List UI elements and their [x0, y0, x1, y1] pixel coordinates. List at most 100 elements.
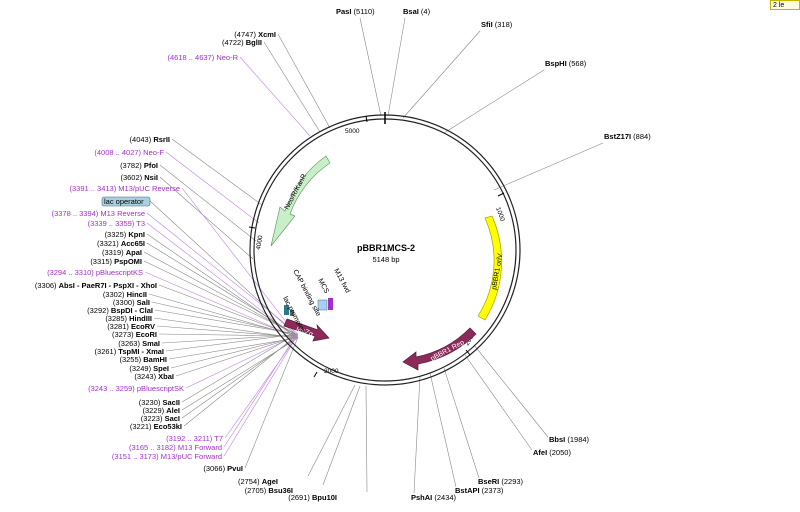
site-pos: (3306)	[35, 281, 59, 290]
svg-text:BseRI (2293): BseRI (2293)	[478, 477, 524, 486]
site-bseri[interactable]: BseRI (2293)	[478, 477, 524, 486]
primer-pbluescriptsk[interactable]: (3243 .. 3259) pBluescriptSK	[88, 384, 184, 393]
tick-marks	[248, 115, 505, 378]
site-pos: (3192 .. 3211)	[166, 434, 214, 443]
site-rsrii[interactable]: (4043) RsrII	[130, 135, 170, 144]
mcs-label: MCS	[316, 278, 330, 295]
site-pos: (4)	[419, 7, 431, 16]
site-name: BstZ17I	[604, 132, 631, 141]
tick-1000: 1000	[494, 206, 506, 222]
site-name: Neo-F	[143, 148, 164, 157]
site-name: SacII	[162, 398, 180, 407]
svg-text:(3243 .. 3259) pBluescriptSK: (3243 .. 3259) pBluescriptSK	[88, 384, 184, 393]
site-pfoi[interactable]: (3782) PfoI	[120, 161, 158, 170]
tick-4000: 4000	[255, 235, 264, 251]
primer-m13-reverse[interactable]: (3378 .. 3394) M13 Reverse	[52, 209, 145, 218]
feature-lac-operator[interactable]: lac operator	[101, 196, 151, 207]
site-bglii[interactable]: (4722) BglII	[222, 38, 262, 47]
site-name: BseRI	[478, 477, 499, 486]
site-saci[interactable]: (3223) SacI	[141, 414, 180, 423]
primer-m13-puc-reverse[interactable]: (3391 .. 3413) M13/pUC Reverse	[70, 184, 181, 193]
site-pasi[interactable]: PasI (5110)	[336, 7, 375, 16]
site-pspomi[interactable]: (3315) PspOMI	[90, 257, 142, 266]
svg-text:(3321) Acc65I: (3321) Acc65I	[97, 239, 145, 248]
svg-text:(3302) HincII: (3302) HincII	[103, 290, 147, 299]
site-acc65i[interactable]: (3321) Acc65I	[97, 239, 145, 248]
site-alei[interactable]: (3229) AleI	[142, 406, 180, 415]
site-spei[interactable]: (3249) SpeI	[129, 364, 169, 373]
site-nsii[interactable]: (3602) NsiI	[120, 173, 158, 182]
site-name: Bsu36I	[268, 486, 293, 495]
svg-text:BbsI (1984): BbsI (1984)	[549, 435, 590, 444]
site-bsu36i[interactable]: (2705) Bsu36I	[245, 486, 293, 495]
primer-t7[interactable]: (3192 .. 3211) T7	[166, 434, 223, 443]
site-pos: (318)	[493, 20, 513, 29]
site-pshai[interactable]: PshAI (2434)	[411, 493, 457, 502]
site-bsphi[interactable]: BspHI (568)	[545, 59, 587, 68]
site-sacii[interactable]: (3230) SacII	[139, 398, 180, 407]
pbbr1-oriv-label: pBBR1 oriV	[491, 253, 504, 291]
site-name: T7	[214, 434, 223, 443]
primer-pbluescriptks[interactable]: (3294 .. 3310) pBluescriptKS	[47, 268, 143, 277]
site-sali[interactable]: (3300) SalI	[113, 298, 150, 307]
primer-neo-f[interactable]: (4008 .. 4027) Neo-F	[94, 148, 164, 157]
site-bstapi[interactable]: BstAPI (2373)	[455, 486, 504, 495]
primer-m13-puc-forward[interactable]: (3151 .. 3173) M13/pUC Forward	[112, 452, 222, 461]
site-xbai[interactable]: (3243) XbaI	[134, 372, 174, 381]
site-tspmi-xmai[interactable]: (3261) TspMI - XmaI	[95, 347, 164, 356]
lacz-alpha-feature[interactable]	[283, 318, 330, 342]
site-pos: (3151 .. 3173)	[112, 452, 161, 461]
site-hindiii[interactable]: (3285) HindIII	[105, 314, 152, 323]
site-sfii[interactable]: SfiI (318)	[481, 20, 513, 29]
svg-text:(3281) EcoRV: (3281) EcoRV	[107, 322, 155, 331]
site-apai[interactable]: (3319) ApaI	[102, 248, 142, 257]
svg-text:(3378 .. 3394) M13 Reverse: (3378 .. 3394) M13 Reverse	[52, 209, 145, 218]
svg-text:(3192 .. 3211) T7: (3192 .. 3211) T7	[166, 434, 223, 443]
site-name: BspDI - ClaI	[111, 306, 153, 315]
svg-text:(3315) PspOMI: (3315) PspOMI	[90, 257, 142, 266]
site-ecori[interactable]: (3273) EcoRI	[112, 330, 157, 339]
site-name: XcmI	[258, 30, 276, 39]
site-pos: (3263)	[118, 339, 142, 348]
pbbr1-oriv-feature[interactable]	[477, 215, 502, 321]
site-hincii[interactable]: (3302) HincII	[103, 290, 147, 299]
m13-fwd-label: M13 fwd	[332, 268, 351, 295]
site-pos: (2293)	[499, 477, 523, 486]
primer-neo-r[interactable]: (4618 .. 4637) Neo-R	[168, 53, 239, 62]
site-bpu10i[interactable]: (2691) Bpu10I	[288, 493, 337, 502]
site-bamhi[interactable]: (3255) BamHI	[119, 355, 167, 364]
site-pvui[interactable]: (3066) PvuI	[203, 464, 243, 473]
site-bstz17i[interactable]: BstZ17I (884)	[604, 132, 651, 141]
site-pos: (3292)	[87, 306, 111, 315]
site-smai[interactable]: (3263) SmaI	[118, 339, 160, 348]
site-name: AleI	[166, 406, 180, 415]
svg-text:(3066) PvuI: (3066) PvuI	[203, 464, 243, 473]
primer-t3[interactable]: (3339 .. 3359) T3	[88, 219, 145, 228]
site-name: BglII	[246, 38, 262, 47]
site-agei[interactable]: (2754) AgeI	[238, 477, 278, 486]
site-bbsi[interactable]: BbsI (1984)	[549, 435, 590, 444]
svg-text:BstAPI (2373): BstAPI (2373)	[455, 486, 504, 495]
site-xcmi[interactable]: (4747) XcmI	[234, 30, 276, 39]
site-pos: (3230)	[139, 398, 163, 407]
svg-text:(3285) HindIII: (3285) HindIII	[105, 314, 152, 323]
svg-text:(3221) Eco53kI: (3221) Eco53kI	[130, 422, 182, 431]
site-eco53ki[interactable]: (3221) Eco53kI	[130, 422, 182, 431]
site-pos: (3281)	[107, 322, 131, 331]
site-bspdi-clai[interactable]: (3292) BspDI - ClaI	[87, 306, 153, 315]
pbbr1-rep-feature[interactable]	[402, 327, 477, 371]
site-afei[interactable]: AfeI (2050)	[533, 448, 571, 457]
site-bsai[interactable]: BsaI (4)	[403, 7, 431, 16]
site-pos: (3229)	[142, 406, 166, 415]
primer-m13-forward[interactable]: (3165 .. 3182) M13 Forward	[129, 443, 222, 452]
neo-kanr-feature[interactable]	[270, 155, 331, 247]
site-name: SmaI	[142, 339, 160, 348]
svg-text:PasI (5110): PasI (5110)	[336, 7, 375, 16]
site-absi-paer7i-pspxi-xhoi[interactable]: (3306) AbsI - PaeR7I - PspXI - XhoI	[35, 281, 157, 290]
site-labels: PasI (5110) BsaI (4) SfiI (318) BspHI (568)…	[35, 7, 651, 502]
site-ecorv[interactable]: (3281) EcoRV	[107, 322, 155, 331]
site-kpni[interactable]: (3325) KpnI	[105, 230, 145, 239]
m13-fwd-primer-block	[328, 298, 333, 310]
site-name: Neo-R	[216, 53, 238, 62]
